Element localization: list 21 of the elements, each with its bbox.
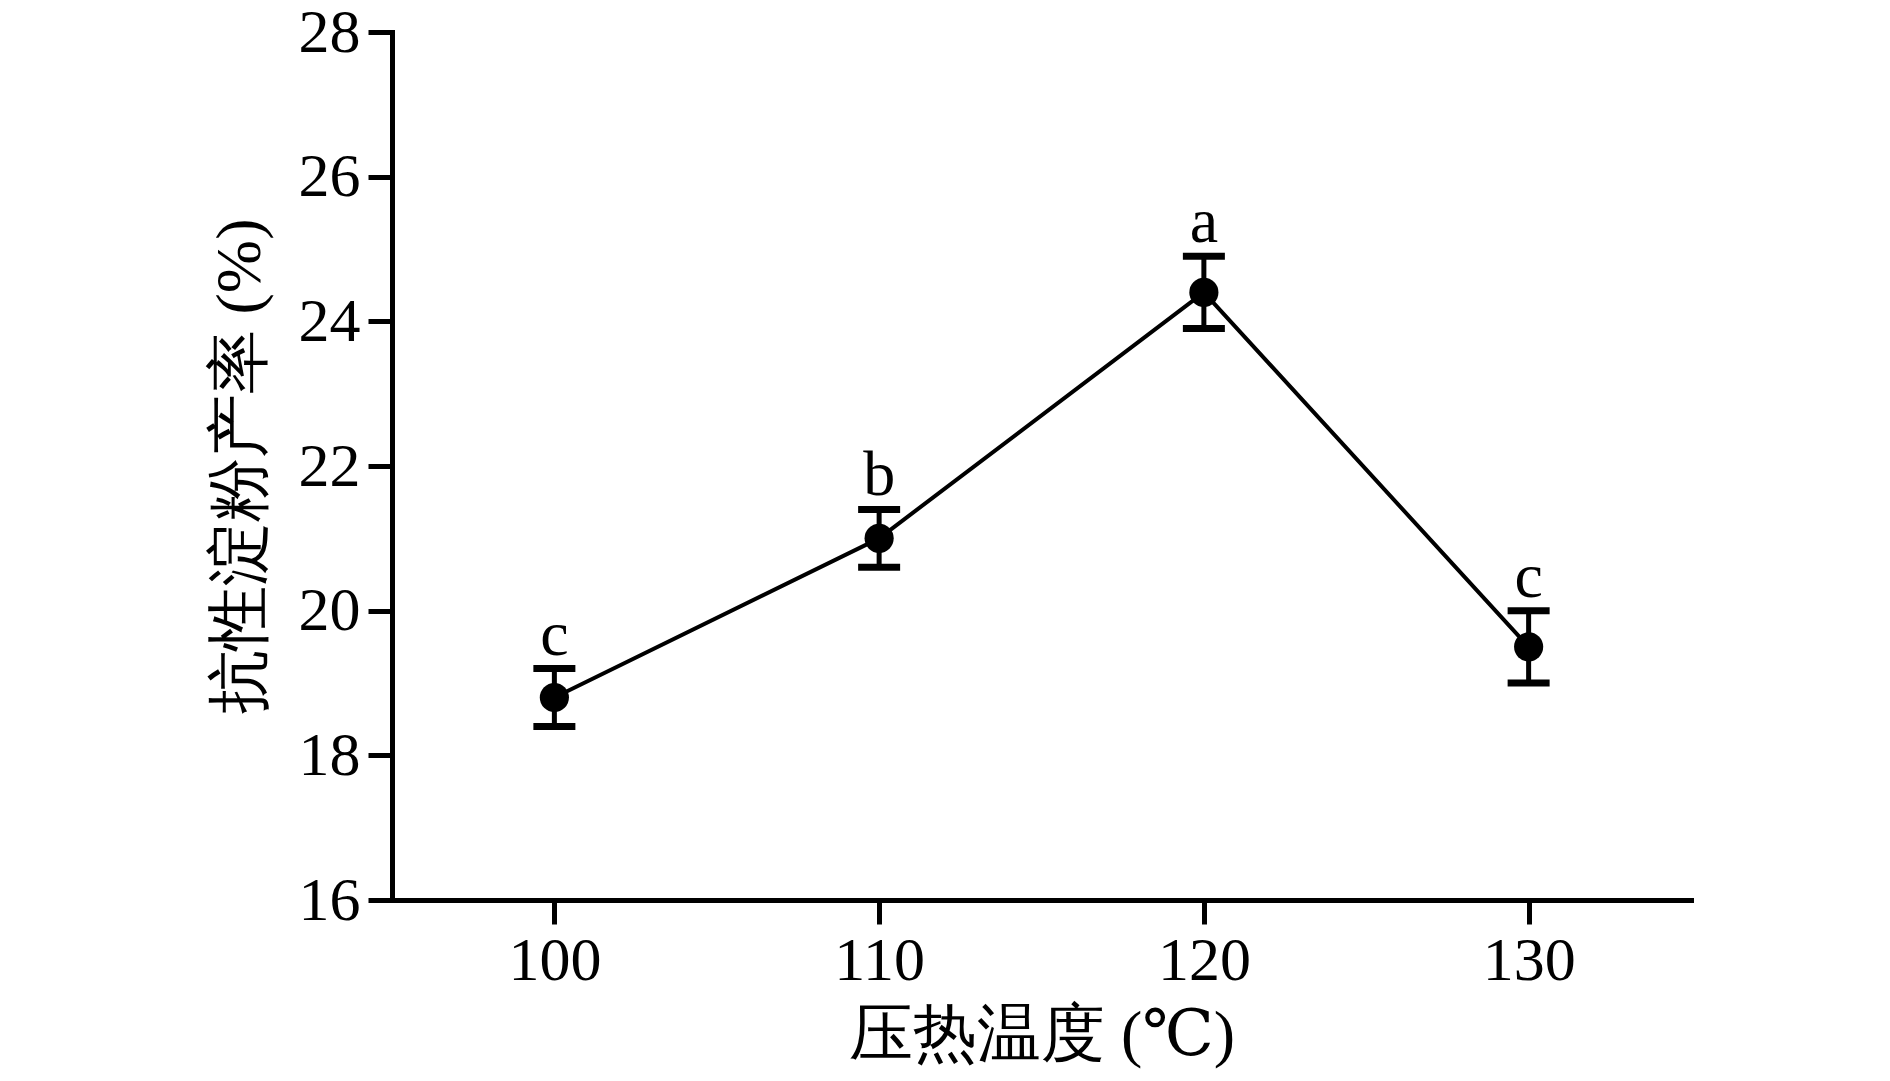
point: [539, 682, 569, 713]
x-tick-label: 110: [834, 924, 925, 993]
x-tick-label: 100: [508, 924, 602, 993]
y-tick-label: 24: [298, 285, 361, 354]
annotation: c: [540, 597, 569, 669]
annotation: b: [863, 438, 896, 510]
y-tick-label: 20: [298, 575, 361, 644]
point: [864, 523, 894, 553]
y-tick-label: 26: [298, 141, 361, 210]
annotation: c: [1514, 539, 1543, 611]
y-tick-label: 16: [298, 864, 361, 933]
x-tick-label: 130: [1482, 924, 1576, 993]
y-tick-label: 28: [298, 0, 361, 65]
x-tick-label: 120: [1157, 924, 1251, 993]
y-tick-label: 18: [298, 719, 361, 788]
y-axis-title: 抗性淀粉产率 (%): [202, 218, 274, 715]
y-tick-label: 22: [298, 430, 361, 499]
point: [1514, 632, 1544, 662]
point: [1189, 277, 1219, 307]
x-axis-title: 压热温度 (℃): [848, 997, 1236, 1069]
annotation: a: [1189, 185, 1219, 257]
